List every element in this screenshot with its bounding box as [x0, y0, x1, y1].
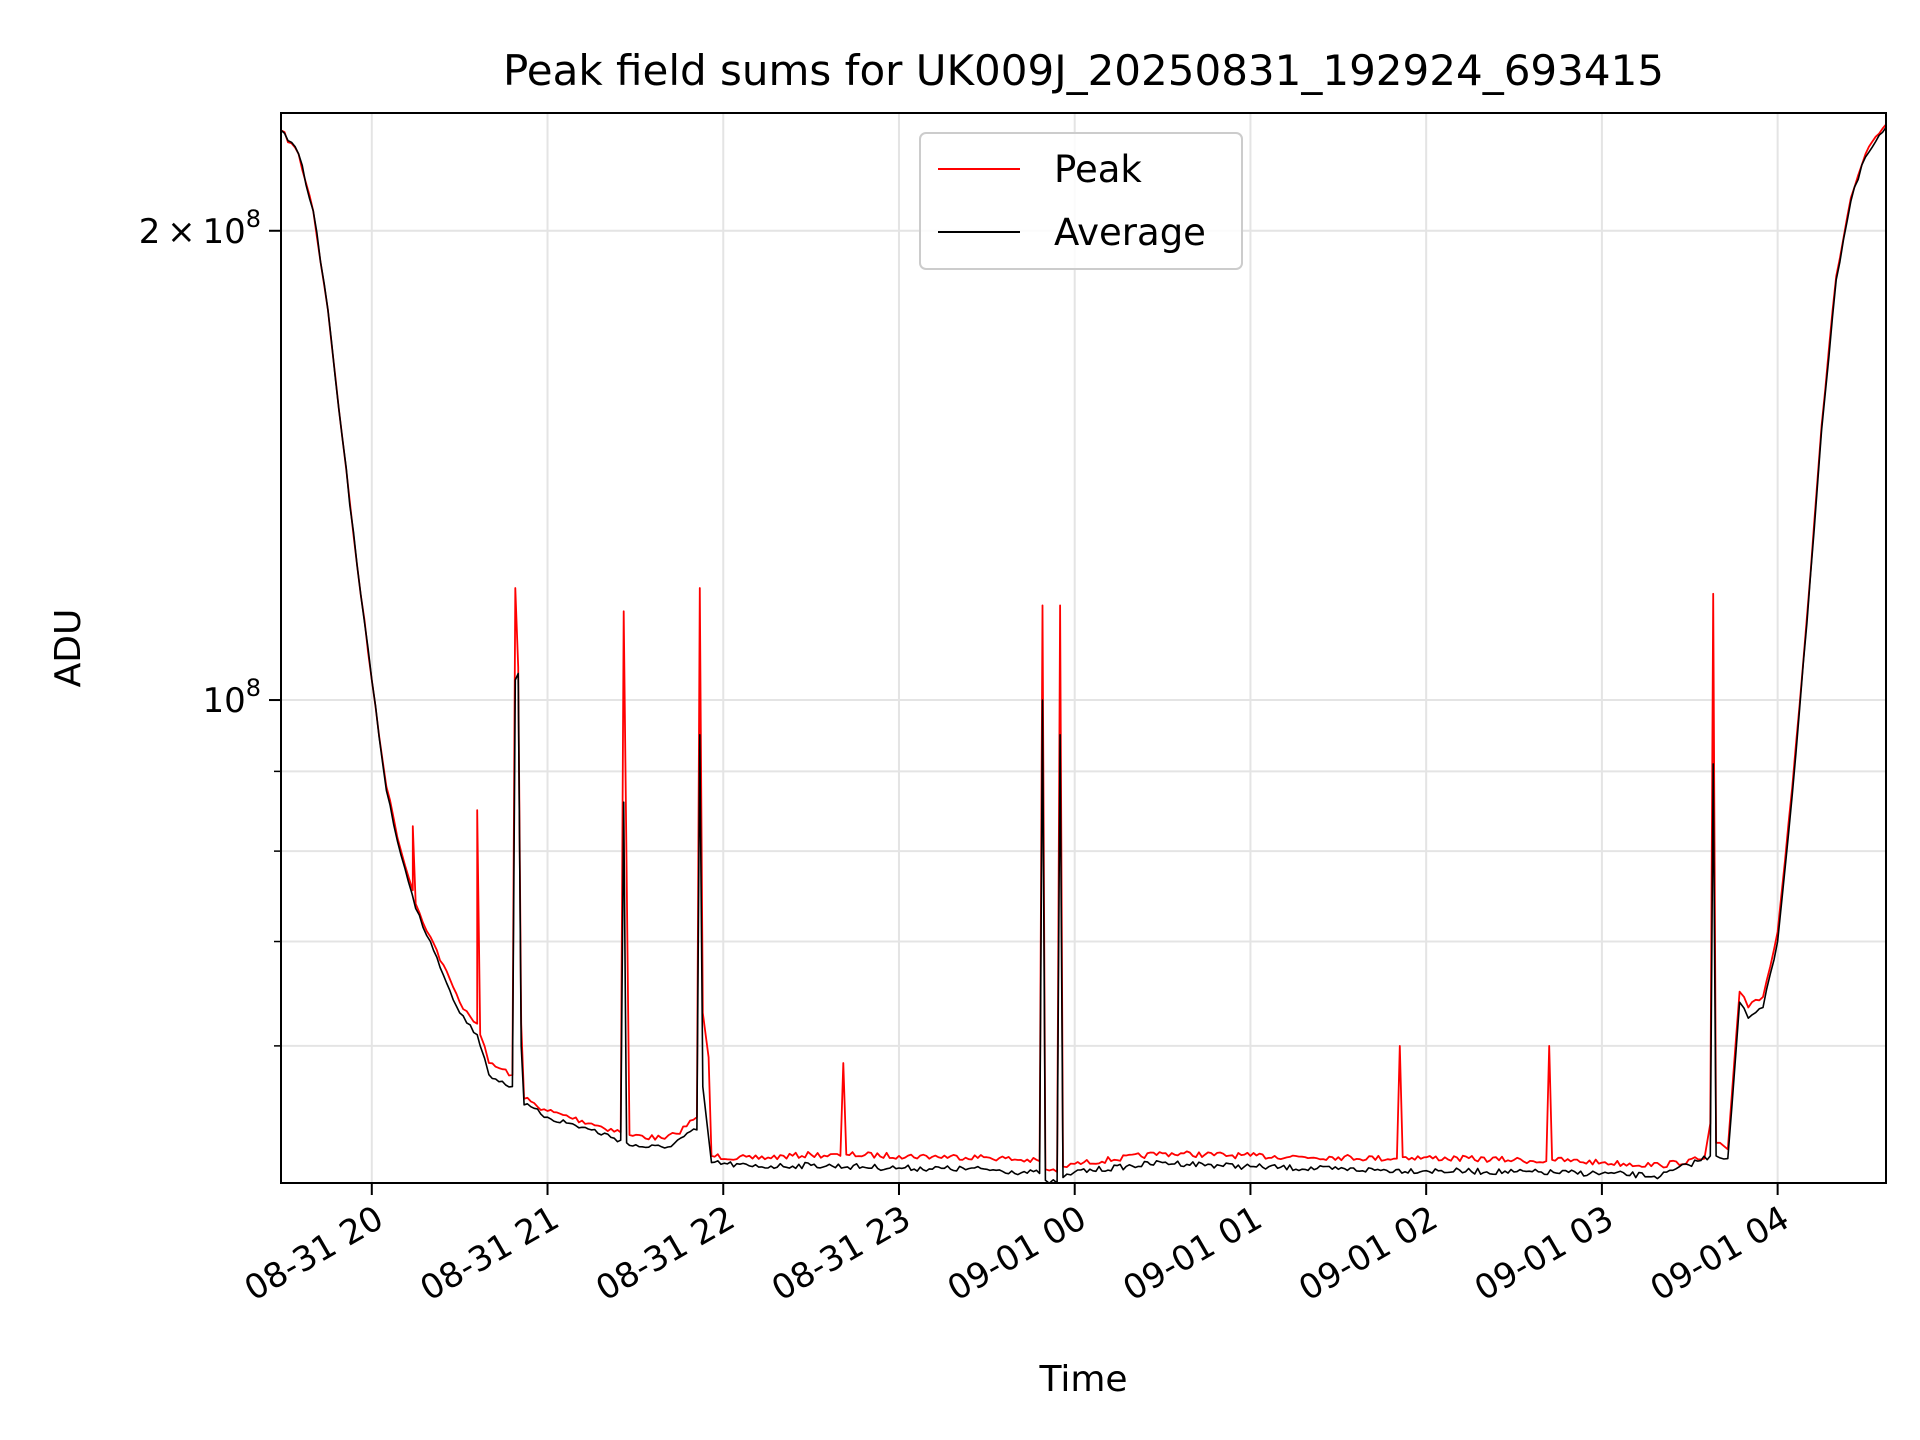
chart-title: Peak field sums for UK009J_20250831_1929… — [503, 46, 1664, 95]
legend: Peak Average — [919, 132, 1243, 270]
y-tick-label: 2 × 108 — [139, 205, 261, 252]
y-tick-base: 10 — [202, 212, 245, 252]
y-axis-label: ADU — [48, 609, 89, 688]
legend-label-average: Average — [1054, 211, 1206, 254]
series-line-peak — [280, 123, 1887, 1173]
y-tick-exponent: 8 — [246, 205, 261, 233]
legend-label-peak: Peak — [1054, 148, 1142, 191]
grid — [281, 113, 1886, 1183]
y-tick-base: 10 — [202, 681, 245, 721]
series-lines — [280, 123, 1887, 1184]
y-tick-mantissa: 2 × — [139, 212, 203, 252]
x-axis-label: Time — [1038, 1359, 1127, 1400]
y-tick-label: 108 — [202, 674, 261, 721]
plot-area-frame — [280, 112, 1887, 1184]
series-line-average — [280, 126, 1887, 1184]
y-tick-exponent: 8 — [246, 674, 261, 702]
legend-box — [919, 132, 1243, 270]
